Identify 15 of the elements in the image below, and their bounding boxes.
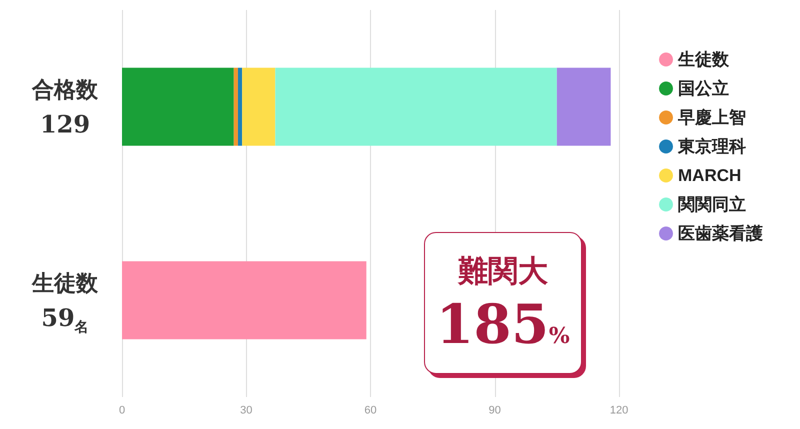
x-tick-label: 120 (610, 404, 628, 416)
annotation: 185% (435, 292, 571, 358)
annotation: 難関大 (456, 253, 549, 291)
x-tick-label: 30 (240, 404, 252, 416)
legend-label: 関関同立 (678, 195, 746, 214)
legend-label: 早慶上智 (677, 108, 746, 127)
legend-label: 東京理科 (677, 137, 746, 156)
x-tick-label: 60 (364, 404, 377, 416)
legend-label: 国公立 (678, 79, 729, 98)
legend-label: 生徒数 (677, 50, 730, 69)
x-tick-label: 0 (118, 404, 126, 416)
legend-label: 医歯薬看護 (678, 224, 763, 243)
x-tick-label: 90 (488, 404, 501, 416)
y-tick-label: 合格数 129 (31, 76, 99, 138)
legend-label: MARCH (678, 166, 742, 185)
